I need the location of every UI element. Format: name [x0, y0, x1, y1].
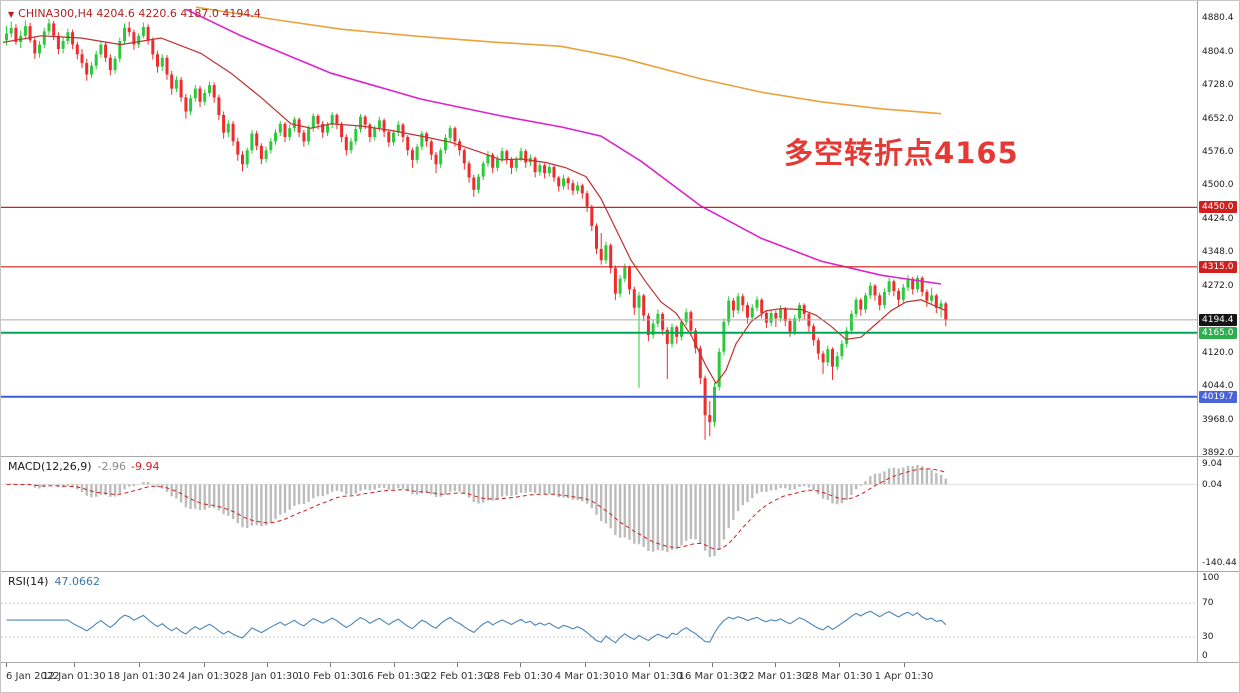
time-axis-label: 6 Jan 2022 [6, 671, 60, 682]
time-axis[interactable]: 6 Jan 2022 12 Jan 01:30 18 Jan 01:30 24 Jan… [1, 663, 1239, 692]
price-tick-label: 4652.0 [1202, 113, 1234, 124]
macd-value-signal: -9.94 [131, 460, 160, 473]
time-tick-mark [267, 663, 268, 667]
price-tick-label: 4044.0 [1202, 381, 1234, 392]
time-tick-mark [775, 663, 776, 667]
time-axis-label: 16 Mar 01:30 [678, 671, 746, 682]
time-axis-label: 1 Apr 01:30 [874, 671, 934, 682]
price-tick-label: 4500.0 [1202, 180, 1234, 191]
time-tick-mark [712, 663, 713, 667]
time-axis-label: 28 Jan 01:30 [235, 671, 299, 682]
price-tag: 4315.0 [1199, 260, 1237, 273]
macd-scale-label: -140.44 [1202, 558, 1237, 568]
macd-name: MACD(12,26,9) [8, 460, 92, 473]
time-axis-label: 22 Mar 01:30 [741, 671, 809, 682]
time-tick-mark [585, 663, 586, 667]
chart-text-annotation: 多空转折点4165 [784, 136, 1019, 170]
time-axis-label: 16 Feb 01:30 [361, 671, 427, 682]
time-axis-label: 18 Jan 01:30 [107, 671, 171, 682]
price-tag: 4019.7 [1199, 390, 1237, 403]
rsi-panel[interactable]: RSI(14) 47.0662 [1, 572, 1239, 663]
time-tick-mark [394, 663, 395, 667]
price-tick-label: 4576.0 [1202, 146, 1234, 157]
price-tick-label: 4804.0 [1202, 46, 1234, 57]
time-tick-mark [6, 663, 7, 667]
collapse-triangle-icon[interactable]: ▼ [8, 10, 15, 19]
price-tick-label: 4272.0 [1202, 280, 1234, 291]
rsi-scale-label: 0 [1202, 651, 1208, 661]
rsi-scale-label: 30 [1202, 632, 1214, 642]
time-axis-label: 22 Feb 01:30 [424, 671, 490, 682]
price-tick-label: 4728.0 [1202, 80, 1234, 91]
main-chart-panel[interactable]: ▼ CHINA300,H4 4204.6 4220.6 4187.0 4194.4… [1, 1, 1239, 457]
macd-scale-label: 9.04 [1202, 459, 1223, 469]
symbol-ohlc-label: ▼ CHINA300,H4 4204.6 4220.6 4187.0 4194.4 [8, 7, 261, 20]
time-tick-mark [74, 663, 75, 667]
time-tick-mark [520, 663, 521, 667]
rsi-scale-label: 70 [1202, 598, 1214, 609]
time-tick-mark [204, 663, 205, 667]
price-tick-label: 4348.0 [1202, 247, 1234, 258]
time-axis-label: 28 Mar 01:30 [805, 671, 873, 682]
main-chart-canvas[interactable] [1, 1, 1197, 456]
symbol-ohlc-text: CHINA300,H4 4204.6 4220.6 4187.0 4194.4 [18, 7, 261, 20]
time-tick-mark [139, 663, 140, 667]
rsi-name: RSI(14) [8, 575, 49, 588]
price-tag: 4194.4 [1199, 313, 1237, 326]
macd-scale-label: 0.04 [1202, 480, 1223, 491]
time-axis-label: 28 Feb 01:30 [487, 671, 553, 682]
price-tick-label: 3892.0 [1202, 447, 1234, 458]
price-tick-label: 4120.0 [1202, 347, 1234, 358]
macd-value-main: -2.96 [97, 460, 127, 473]
time-tick-mark [649, 663, 650, 667]
time-tick-mark [330, 663, 331, 667]
time-axis-label: 10 Mar 01:30 [615, 671, 683, 682]
time-tick-mark [457, 663, 458, 667]
macd-label: MACD(12,26,9) -2.96 -9.94 [8, 460, 159, 473]
rsi-label: RSI(14) 47.0662 [8, 575, 100, 588]
price-tag: 4165.0 [1199, 326, 1237, 339]
price-tick-label: 3968.0 [1202, 414, 1234, 425]
time-axis-label: 4 Mar 01:30 [554, 671, 616, 682]
time-tick-mark [839, 663, 840, 667]
time-axis-label: 10 Feb 01:30 [297, 671, 363, 682]
price-tick-label: 4424.0 [1202, 213, 1234, 224]
time-axis-label: 12 Jan 01:30 [42, 671, 106, 682]
time-tick-mark [904, 663, 905, 667]
macd-panel[interactable]: MACD(12,26,9) -2.96 -9.94 [1, 457, 1239, 572]
price-tag: 4450.0 [1199, 201, 1237, 214]
macd-canvas[interactable] [1, 457, 1197, 571]
price-scale[interactable]: 4880.4 4804.0 4728.0 4652.0 4576.0 4500.0 4424… [1197, 1, 1239, 663]
time-axis-label: 24 Jan 01:30 [172, 671, 236, 682]
rsi-canvas[interactable] [1, 572, 1197, 662]
rsi-scale-label: 100 [1202, 573, 1220, 583]
price-tick-label: 4880.4 [1202, 12, 1234, 23]
rsi-value: 47.0662 [54, 575, 100, 588]
